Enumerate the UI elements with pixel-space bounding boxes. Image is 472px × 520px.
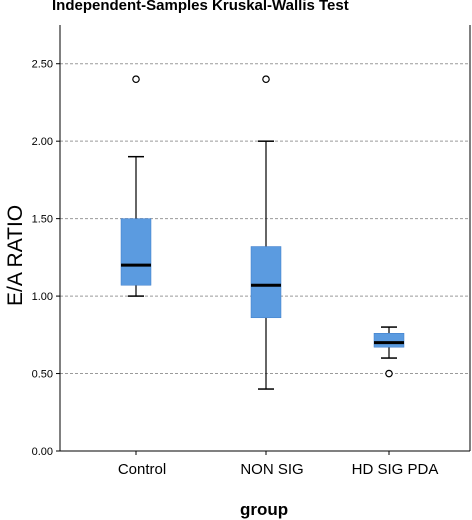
y-tick-label: 0.50 [32, 369, 53, 381]
outlier-point [262, 75, 270, 84]
outlier-point [132, 75, 140, 84]
x-tick-label: Control [118, 461, 166, 478]
x-axis-label: group [240, 500, 289, 519]
y-tick-label: 0.00 [32, 446, 53, 458]
y-tick-label: 1.50 [32, 214, 53, 226]
chart-title: Independent-Samples Kruskal-Wallis Test [52, 0, 349, 14]
box [120, 218, 152, 286]
x-tick-label: NON SIG [240, 461, 303, 478]
box [250, 246, 282, 319]
y-tick-label: 1.00 [32, 291, 53, 303]
x-tick-label: HD SIG PDA [352, 461, 439, 478]
outlier-point [385, 369, 393, 378]
y-tick-label: 2.50 [32, 59, 53, 71]
y-tick-label: 2.00 [32, 136, 53, 148]
box [373, 333, 405, 348]
